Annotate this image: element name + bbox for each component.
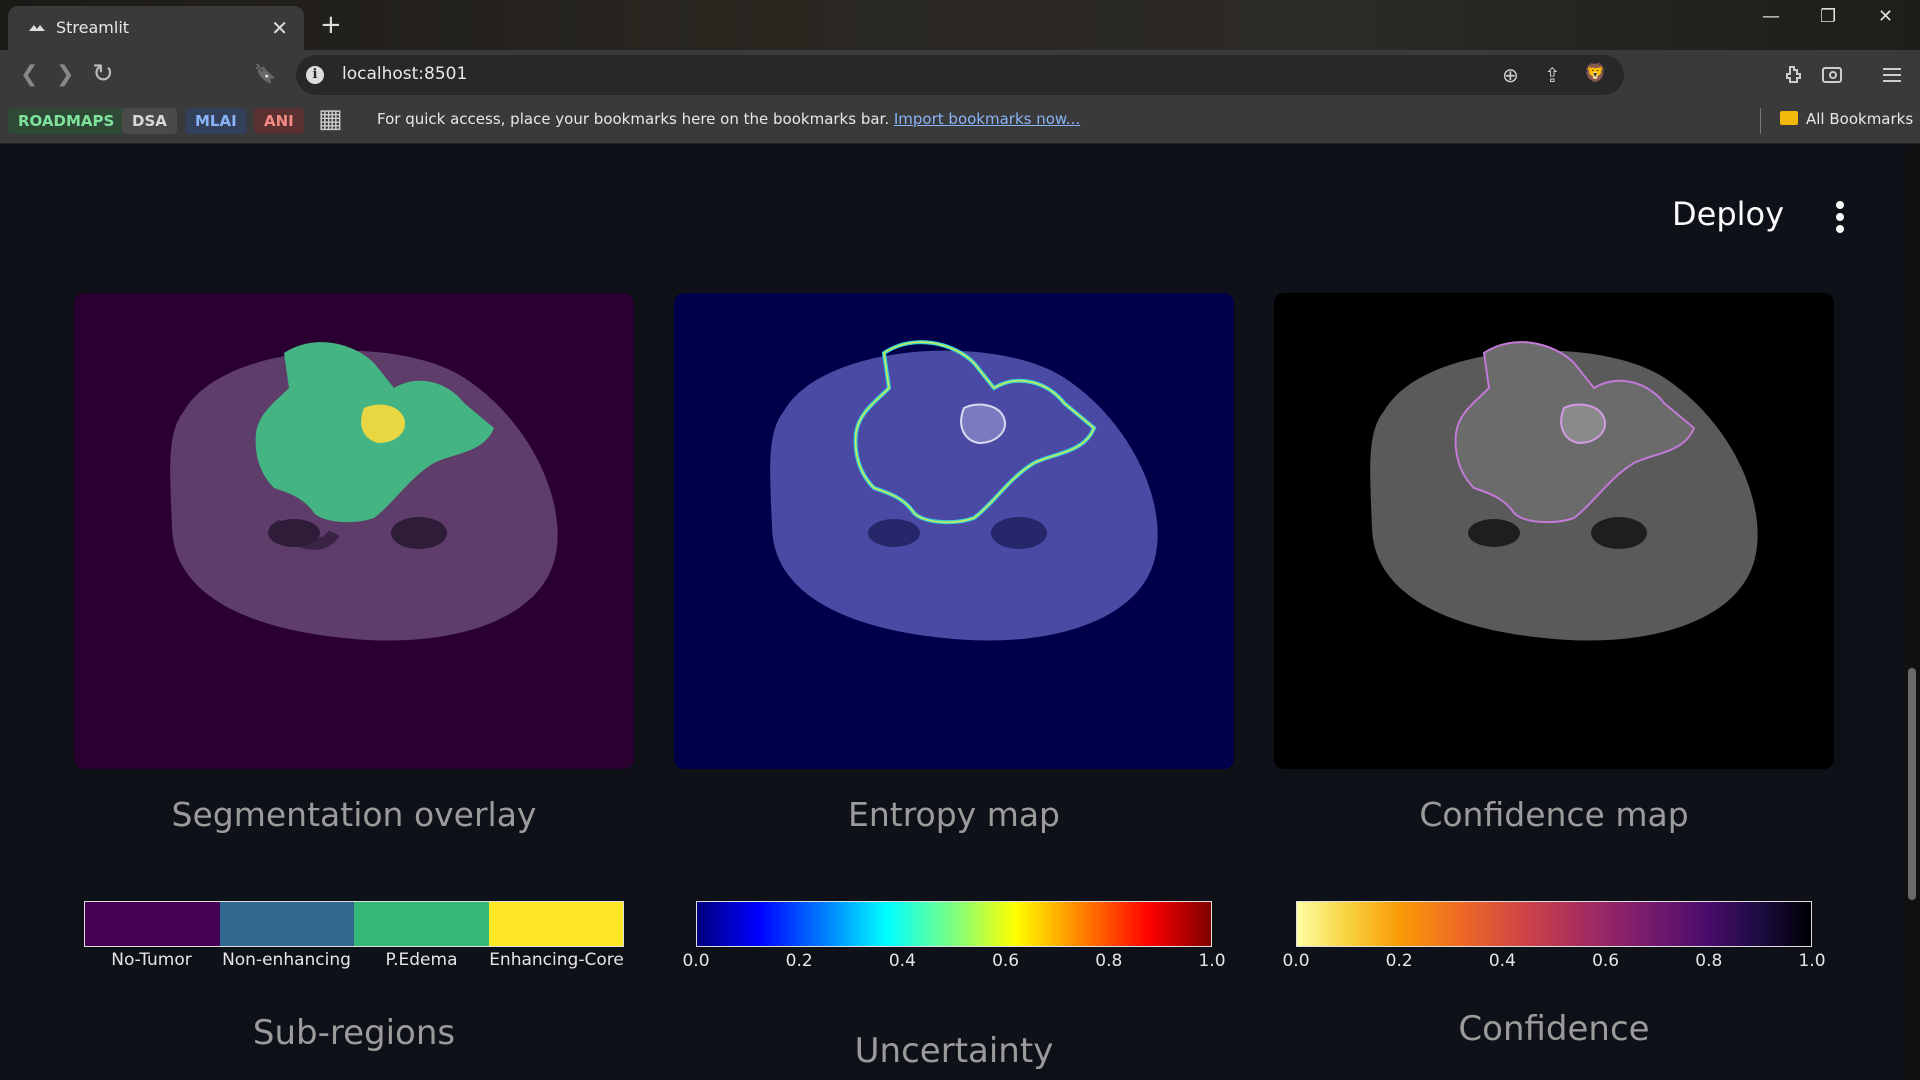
minimize-button[interactable]: — xyxy=(1762,6,1780,27)
extensions-icon[interactable] xyxy=(1782,63,1806,87)
uncertainty-ticks: 0.0 0.2 0.4 0.6 0.8 1.0 xyxy=(682,951,1225,971)
zoom-icon[interactable]: ⊕ xyxy=(1502,63,1519,87)
back-icon[interactable]: ❮ xyxy=(20,62,39,87)
all-bookmarks-button[interactable]: All Bookmarks xyxy=(1780,110,1913,128)
browser-tab[interactable]: Streamlit ✕ xyxy=(8,6,304,50)
deploy-button[interactable]: Deploy xyxy=(1672,195,1785,233)
bookmark-mlai[interactable]: MLAI xyxy=(185,108,247,134)
colorbar-tick-label: 1.0 xyxy=(1798,951,1826,971)
sub-region-swatch xyxy=(354,902,489,946)
colorbar-tick-label: 0.0 xyxy=(1282,951,1310,971)
entropy-map-image xyxy=(674,293,1234,769)
import-bookmarks-link[interactable]: Import bookmarks now... xyxy=(893,110,1081,128)
scrollbar-thumb[interactable] xyxy=(1908,668,1916,900)
bookmarks-bar xyxy=(0,100,1920,144)
reload-icon[interactable]: ↻ xyxy=(92,59,114,89)
bookmarks-separator xyxy=(1760,108,1761,134)
bookmarks-hint-text: For quick access, place your bookmarks h… xyxy=(377,110,890,128)
colorbar-tick-label: 0.4 xyxy=(1488,951,1516,971)
sub-regions-labels: No-Tumor Non-enhancing P.Edema Enhancing-Co… xyxy=(84,950,624,970)
menu-icon[interactable] xyxy=(1880,63,1904,87)
confidence-colorbar xyxy=(1296,901,1812,947)
bookmark-roadmaps[interactable]: ROADMAPS xyxy=(8,108,125,134)
bookmark-icon[interactable]: 🔖 xyxy=(254,64,277,85)
tab-title: Streamlit xyxy=(56,18,130,37)
colorbar-tick-label: 0.2 xyxy=(1385,951,1413,971)
sub-regions-colorbar xyxy=(84,901,624,947)
sub-region-swatch xyxy=(85,902,220,946)
confidence-title: Confidence xyxy=(1458,1009,1650,1049)
sub-regions-title: Sub-regions xyxy=(252,1013,456,1053)
sub-region-swatch xyxy=(488,902,623,946)
sub-region-label: P.Edema xyxy=(385,950,458,970)
main-menu-icon[interactable] xyxy=(1832,201,1848,237)
confidence-map-image xyxy=(1274,293,1834,769)
sub-region-label: Non-enhancing xyxy=(222,950,351,970)
address-bar[interactable]: i localhost:8501 ⊕ ⇪ 🦁 xyxy=(296,55,1624,95)
colorbar-tick-label: 0.6 xyxy=(992,951,1020,971)
colorbar-tick-label: 0.8 xyxy=(1695,951,1723,971)
all-bookmarks-label: All Bookmarks xyxy=(1806,110,1914,128)
share-icon[interactable]: ⇪ xyxy=(1544,63,1561,87)
bookmark-ani[interactable]: ANI xyxy=(254,108,304,134)
bookmarks-hint: For quick access, place your bookmarks h… xyxy=(377,110,1080,128)
segmentation-overlay-image xyxy=(74,293,634,769)
colorbar-tick-label: 0.4 xyxy=(888,951,916,971)
sub-region-swatch xyxy=(219,902,354,946)
confidence-ticks: 0.0 0.2 0.4 0.6 0.8 1.0 xyxy=(1282,951,1825,971)
bookmark-dsa[interactable]: DSA xyxy=(122,108,177,134)
streamlit-app: Deploy Segmentation overlay Entropy map xyxy=(0,145,1920,1080)
new-tab-button[interactable]: + xyxy=(320,10,342,40)
colorbar-tick-label: 0.8 xyxy=(1095,951,1123,971)
folder-icon xyxy=(1780,111,1798,125)
forward-icon[interactable]: ❯ xyxy=(56,62,75,87)
entropy-map-caption: Entropy map xyxy=(847,795,1061,834)
sub-region-label: Enhancing-Core xyxy=(489,950,624,970)
confidence-map-caption: Confidence map xyxy=(1419,795,1689,834)
colorbar-tick-label: 0.0 xyxy=(682,951,710,971)
colorbar-tick-label: 0.2 xyxy=(785,951,813,971)
segmentation-overlay-caption: Segmentation overlay xyxy=(171,795,537,834)
tab-close-icon[interactable]: ✕ xyxy=(271,16,288,40)
colorbar-tick-label: 1.0 xyxy=(1198,951,1226,971)
brave-shield-icon[interactable]: 🦁 xyxy=(1584,63,1607,84)
uncertainty-title: Uncertainty xyxy=(854,1031,1054,1071)
window-close-button[interactable]: ✕ xyxy=(1878,6,1894,27)
colorbar-tick-label: 0.6 xyxy=(1592,951,1620,971)
uncertainty-colorbar xyxy=(696,901,1212,947)
sub-region-label: No-Tumor xyxy=(111,950,192,970)
browser-titlebar: Streamlit ✕ + — ❐ ✕ xyxy=(0,0,1920,50)
url-text[interactable]: localhost:8501 xyxy=(342,64,468,84)
apps-icon[interactable]: ▦ xyxy=(318,104,343,134)
site-info-icon[interactable]: i xyxy=(306,66,324,84)
restore-button[interactable]: ❐ xyxy=(1820,6,1837,27)
scrollbar-track[interactable] xyxy=(1906,145,1920,1080)
wallet-icon[interactable] xyxy=(1820,63,1844,87)
streamlit-favicon-icon xyxy=(29,25,45,31)
